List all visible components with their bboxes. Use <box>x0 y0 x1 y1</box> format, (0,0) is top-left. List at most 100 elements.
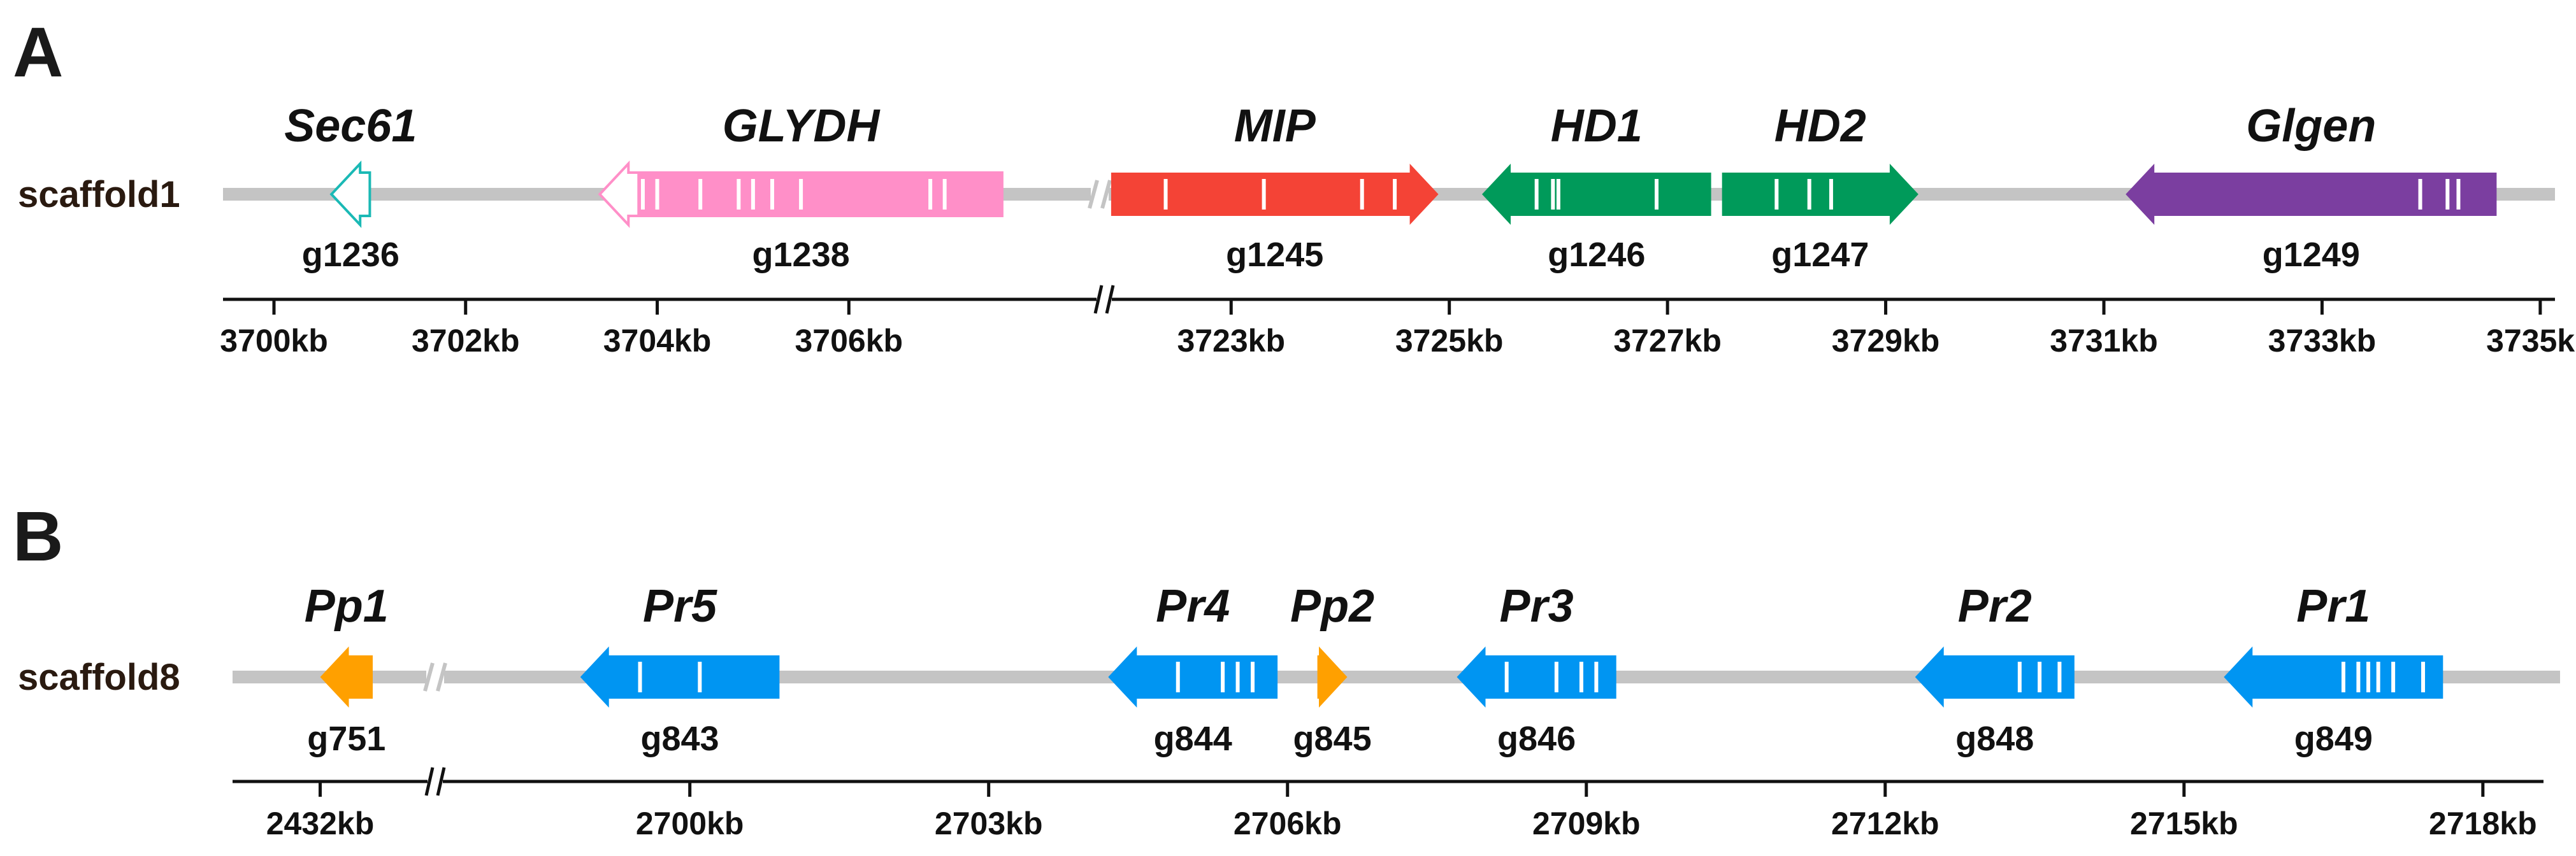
exon-boundary-mark <box>1235 662 1240 692</box>
exon-boundary-mark <box>737 179 741 210</box>
gene-name-label: Pr2 <box>1958 581 2032 632</box>
exon-boundary-mark <box>1829 179 1833 210</box>
gene-g1246: HD1 g1246 <box>1482 101 1711 274</box>
exon-boundary-mark <box>2418 179 2422 210</box>
gene-body <box>369 173 370 216</box>
gene-name-label: Pp1 <box>305 581 389 632</box>
axis-tick-label: 3700kb <box>220 323 328 359</box>
exon-boundary-mark <box>2017 662 2022 692</box>
gene-g1238: GLYDH g1238 <box>598 101 1004 274</box>
gene-g1236: Sec61 g1236 <box>284 101 417 274</box>
exon-boundary-mark <box>942 179 947 210</box>
axis-tick-label: 3704kb <box>603 323 712 359</box>
gene-g1245: MIP g1245 <box>1111 101 1439 274</box>
axis-tick-label: 3702kb <box>412 323 520 359</box>
axis-tick-label: 2715kb <box>2130 806 2238 841</box>
gene-arrow <box>320 646 373 708</box>
exon-boundary-mark <box>2445 179 2450 210</box>
gene-arrow <box>1317 646 1348 708</box>
backbone-break-mark <box>1088 180 1112 209</box>
exon-boundary-mark <box>361 179 365 210</box>
exon-boundary-mark <box>1556 179 1560 210</box>
exon-boundary-mark <box>2366 662 2371 692</box>
gene-name-label: GLYDH <box>723 101 881 152</box>
gene-name-label: Pr3 <box>1500 581 1574 632</box>
axis-tick-label: 3733kb <box>2268 323 2377 359</box>
axis-tick-label: 2712kb <box>1831 806 1939 841</box>
gene-name-label: Glgen <box>2246 101 2376 152</box>
gene-id-label: g1245 <box>1226 236 1323 274</box>
exon-boundary-mark <box>2456 179 2461 210</box>
exon-boundary-mark <box>2356 662 2361 692</box>
exon-boundary-mark <box>698 662 702 692</box>
gene-id-label: g845 <box>1293 720 1372 758</box>
gene-arrow <box>1482 164 1711 225</box>
gene-name-label: Pr1 <box>2296 581 2370 632</box>
gene-name-label: HD2 <box>1774 101 1866 152</box>
axis-tick-label: 3723kb <box>1177 323 1285 359</box>
gene-name-label: Sec61 <box>284 101 417 152</box>
exon-boundary-mark <box>2391 662 2396 692</box>
gene-id-label: g843 <box>641 720 719 758</box>
gene-arrow <box>1722 164 1918 225</box>
gene-id-label: g1236 <box>302 236 399 274</box>
exon-boundary-mark <box>1554 662 1558 692</box>
gene-g846: Pr3 g846 <box>1457 581 1616 758</box>
panel-letter-b: B <box>13 497 63 576</box>
gene-id-label: g751 <box>307 720 385 758</box>
coordinate-axis-b: 2432kb 2700kb 2703kb 2706kb 2709kb 2712kb 2715… <box>233 767 2544 841</box>
exon-boundary-mark <box>1807 179 1811 210</box>
axis-tick-label: 3735kb <box>2486 323 2576 359</box>
gene-body <box>637 173 1002 216</box>
gene-id-label: g1249 <box>2263 236 2360 274</box>
panel-b: B scaffold8 Pp1 g751 Pr5 g843 Pr4 g844 Pp2 g845… <box>13 497 2560 841</box>
gene-id-label: g1238 <box>752 236 850 274</box>
axis-tick-label: 2709kb <box>1532 806 1641 841</box>
exon-boundary-mark <box>1393 179 1397 210</box>
gene-arrow <box>329 160 371 229</box>
gene-arrow <box>1108 646 1278 708</box>
exon-boundary-mark <box>1163 179 1168 210</box>
exon-boundary-mark <box>770 179 774 210</box>
gene-id-label: g848 <box>1955 720 2034 758</box>
axis-tick-label: 2700kb <box>636 806 744 841</box>
gene-g849: Pr1 g849 <box>2224 581 2443 758</box>
exon-boundary-mark <box>1176 662 1180 692</box>
gene-name-label: Pr5 <box>643 581 717 632</box>
exon-boundary-mark <box>1251 662 1255 692</box>
gene-id-label: g849 <box>2294 720 2373 758</box>
exon-boundary-mark <box>1579 662 1583 692</box>
scaffold-label-b: scaffold8 <box>18 657 180 698</box>
axis-tick-label: 3731kb <box>2050 323 2158 359</box>
panel-letter-a: A <box>13 13 63 92</box>
exon-boundary-mark <box>1360 179 1364 210</box>
exon-boundary-mark <box>928 179 933 210</box>
exon-boundary-mark <box>1551 179 1555 210</box>
gene-arrow <box>1457 646 1616 708</box>
gene-arrow <box>1111 164 1439 225</box>
axis-break-mark <box>424 767 446 796</box>
exon-boundary-mark <box>638 662 642 692</box>
gene-arrow <box>2126 164 2497 225</box>
exon-boundary-mark <box>2038 662 2042 692</box>
exon-boundary-mark <box>621 179 626 210</box>
exon-boundary-mark <box>640 179 645 210</box>
gene-name-label: Pp2 <box>1290 581 1374 632</box>
exon-boundary-mark <box>698 179 703 210</box>
gene-name-label: HD1 <box>1551 101 1643 152</box>
axis-tick-label: 3706kb <box>795 323 903 359</box>
exon-boundary-mark <box>751 179 755 210</box>
gene-g844: Pr4 g844 <box>1108 581 1278 758</box>
gene-arrow <box>2224 646 2443 708</box>
axis-tick-label: 3725kb <box>1395 323 1504 359</box>
gene-g843: Pr5 g843 <box>580 581 780 758</box>
gene-id-label: g844 <box>1154 720 1232 758</box>
gene-g1249: Glgen g1249 <box>2126 101 2497 274</box>
exon-boundary-mark <box>1504 662 1509 692</box>
axis-break-mark <box>1093 285 1115 314</box>
axis-tick-label: 3727kb <box>1613 323 1722 359</box>
gene-g751: Pp1 g751 <box>305 581 389 758</box>
exon-boundary-mark <box>1262 179 1266 210</box>
backbone-break-mark <box>423 662 447 692</box>
